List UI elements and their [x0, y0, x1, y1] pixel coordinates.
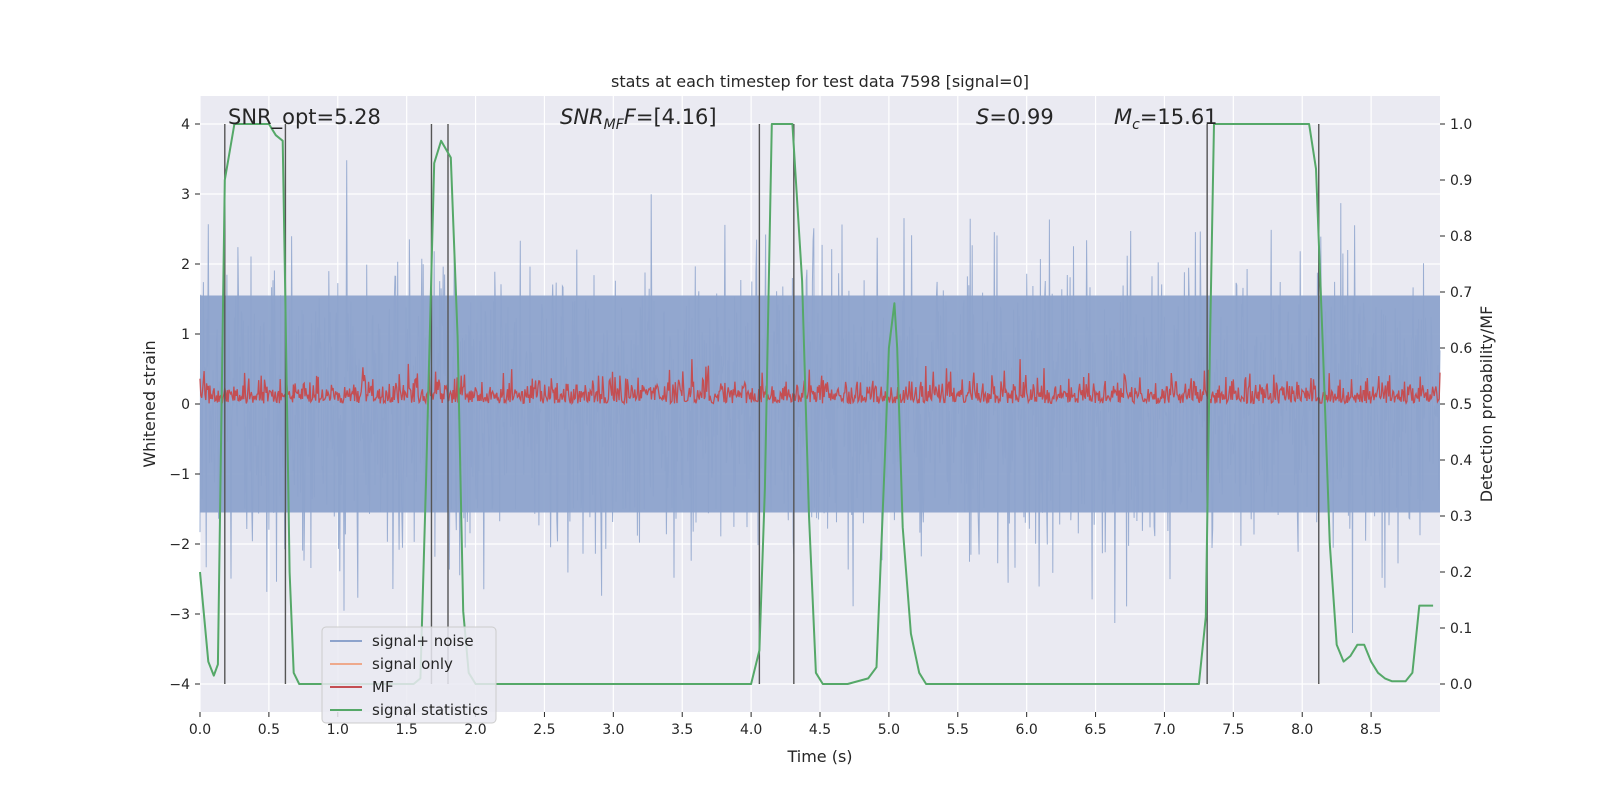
y2-tick-label-1: 0.1 [1450, 621, 1472, 637]
y2-tick-label-6: 0.6 [1450, 341, 1472, 357]
legend-label-2: MF [372, 678, 394, 696]
y-tick-label-2: −2 [169, 537, 190, 553]
x-tick-label-13: 6.5 [1084, 722, 1106, 738]
snr-mf-main: SNR [560, 105, 604, 129]
mc-main: M [1114, 105, 1132, 129]
x-tick-label-10: 5.0 [878, 722, 900, 738]
chart-title: stats at each timestep for test data 759… [611, 72, 1029, 91]
legend-label-0: signal+ noise [372, 632, 474, 650]
x-tick-label-12: 6.0 [1016, 722, 1038, 738]
x-tick-label-11: 5.5 [947, 722, 969, 738]
x-tick-label-6: 3.0 [602, 722, 624, 738]
snr-mf-sub: MF [604, 117, 625, 133]
y2-tick-label-2: 0.2 [1450, 565, 1472, 581]
annotation-snr-opt: SNR_opt=5.28 [228, 105, 381, 130]
legend: signal+ noise signal only MF signal stat… [322, 627, 496, 723]
x-tick-label-5: 2.5 [533, 722, 555, 738]
y-tick-label-8: 4 [181, 117, 190, 133]
y2-tick-label-7: 0.7 [1450, 285, 1472, 301]
x-tick-label-14: 7.0 [1153, 722, 1175, 738]
y2-tick-label-9: 0.9 [1450, 173, 1472, 189]
x-tick-label-16: 8.0 [1291, 722, 1313, 738]
x-tick-label-2: 1.0 [327, 722, 349, 738]
x-tick-label-0: 0.0 [189, 722, 211, 738]
x-tick-label-15: 7.5 [1222, 722, 1244, 738]
y-tick-label-6: 2 [181, 257, 190, 273]
legend-label-3: signal statistics [372, 701, 488, 719]
x-tick-label-9: 4.5 [809, 722, 831, 738]
y-tick-label-7: 3 [181, 187, 190, 203]
legend-label-1: signal only [372, 655, 453, 673]
y2-tick-label-4: 0.4 [1450, 453, 1472, 469]
mc-value: =15.61 [1140, 105, 1218, 129]
y2-tick-label-3: 0.3 [1450, 509, 1472, 525]
y-tick-label-3: −1 [169, 467, 190, 483]
y-tick-label-5: 1 [181, 327, 190, 343]
y2-tick-label-8: 0.8 [1450, 229, 1472, 245]
x-tick-label-7: 3.5 [671, 722, 693, 738]
x-tick-label-1: 0.5 [258, 722, 280, 738]
x-tick-label-17: 8.5 [1360, 722, 1382, 738]
y-axis-label: Whitened strain [140, 340, 159, 467]
y2-tick-label-0: 0.0 [1450, 677, 1472, 693]
x-tick-label-3: 1.5 [396, 722, 418, 738]
s-main: S [976, 105, 989, 129]
y-tick-label-1: −3 [169, 607, 190, 623]
s-value: =0.99 [989, 105, 1053, 129]
chart: 0.0 0.5 1.0 1.5 2.0 2.5 3.0 3.5 4.0 4.5 5.0 5.5 6.0 6… [0, 0, 1600, 800]
annotation-mc: Mc=15.61 [1114, 105, 1218, 133]
snr-mf-value: =[4.16] [636, 105, 717, 129]
y-tick-label-0: −4 [169, 677, 190, 693]
y-tick-label-4: 0 [181, 397, 190, 413]
x-tick-label-8: 4.0 [740, 722, 762, 738]
annotation-s: S=0.99 [976, 105, 1054, 129]
annotation-snr-mf: SNRMFF=[4.16] [560, 105, 717, 133]
y2-tick-label-10: 1.0 [1450, 117, 1472, 133]
noise-core [200, 296, 1440, 513]
y2-tick-label-5: 0.5 [1450, 397, 1472, 413]
y2-axis-label: Detection probability/MF [1477, 306, 1496, 503]
x-tick-label-4: 2.0 [464, 722, 486, 738]
snr-mf-f: F [624, 105, 637, 129]
x-axis-label: Time (s) [786, 747, 852, 766]
